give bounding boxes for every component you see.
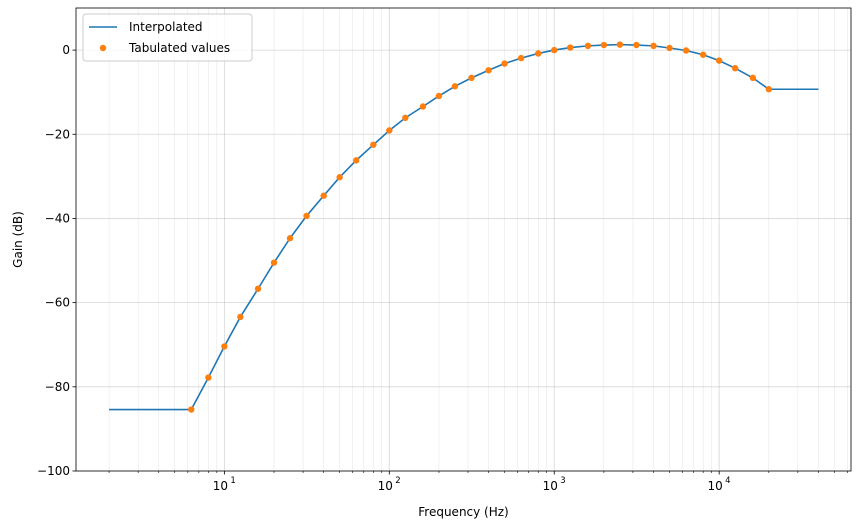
x-axis-label: Frequency (Hz) — [418, 505, 509, 519]
legend-marker-swatch — [99, 44, 107, 52]
data-point-tabulated — [584, 42, 592, 50]
x-tick-exponent: 1 — [230, 476, 235, 486]
data-point-tabulated — [270, 259, 278, 266]
data-point-tabulated — [501, 60, 508, 67]
data-point-tabulated — [419, 103, 427, 110]
data-point-tabulated — [303, 212, 310, 220]
y-tick-label: −60 — [45, 296, 70, 310]
plot-frame — [75, 7, 852, 472]
series-line-interpolated — [109, 43, 819, 411]
data-point-tabulated — [517, 54, 525, 62]
grid — [76, 8, 851, 472]
plot-series — [109, 41, 819, 413]
data-point-tabulated — [551, 46, 558, 54]
data-point-tabulated — [731, 64, 739, 72]
data-point-tabulated — [535, 50, 542, 57]
data-point-tabulated — [715, 57, 723, 64]
x-tick-exponent: 3 — [560, 476, 565, 486]
data-point-tabulated — [633, 41, 640, 49]
data-point-tabulated — [286, 235, 294, 242]
x-tick-label: 10 — [708, 479, 723, 493]
y-tick-label: 0 — [62, 43, 70, 57]
data-point-tabulated — [451, 83, 459, 90]
data-point-tabulated — [468, 74, 475, 82]
data-point-tabulated — [370, 141, 377, 148]
legend: Interpolated Tabulated values — [82, 13, 253, 62]
legend-box — [82, 13, 253, 62]
data-point-tabulated — [567, 44, 574, 51]
data-point-tabulated — [485, 67, 492, 74]
data-point-tabulated — [205, 374, 212, 381]
data-point-tabulated — [682, 47, 690, 54]
y-tick-label: −20 — [45, 127, 70, 141]
data-point-tabulated — [386, 127, 393, 134]
y-tick-label: −80 — [45, 380, 70, 394]
x-tick-exponent: 2 — [395, 476, 400, 486]
legend-label-tabulated: Tabulated values — [128, 41, 230, 55]
data-point-tabulated — [749, 74, 757, 82]
x-tick-label: 10 — [543, 479, 558, 493]
data-point-tabulated — [221, 343, 228, 350]
data-point-tabulated — [616, 41, 624, 48]
data-point-tabulated — [402, 114, 409, 122]
data-point-tabulated — [650, 42, 657, 50]
data-point-tabulated — [188, 406, 195, 413]
data-point-tabulated — [666, 44, 673, 52]
data-point-tabulated — [699, 51, 707, 58]
data-point-tabulated — [353, 157, 360, 164]
data-point-tabulated — [765, 86, 773, 93]
y-tick-label: −40 — [45, 211, 70, 225]
data-point-tabulated — [320, 192, 327, 199]
y-axis-label: Gain (dB) — [11, 211, 25, 268]
legend-label-interpolated: Interpolated — [129, 20, 203, 34]
y-tick-label: −100 — [37, 464, 70, 478]
data-point-tabulated — [336, 174, 343, 181]
data-point-tabulated — [237, 313, 244, 321]
x-tick-label: 10 — [378, 479, 393, 493]
data-point-tabulated — [254, 285, 262, 292]
x-tick-label: 10 — [213, 479, 228, 493]
data-point-tabulated — [600, 41, 608, 49]
x-tick-exponent: 4 — [725, 476, 730, 486]
data-point-tabulated — [435, 92, 443, 100]
